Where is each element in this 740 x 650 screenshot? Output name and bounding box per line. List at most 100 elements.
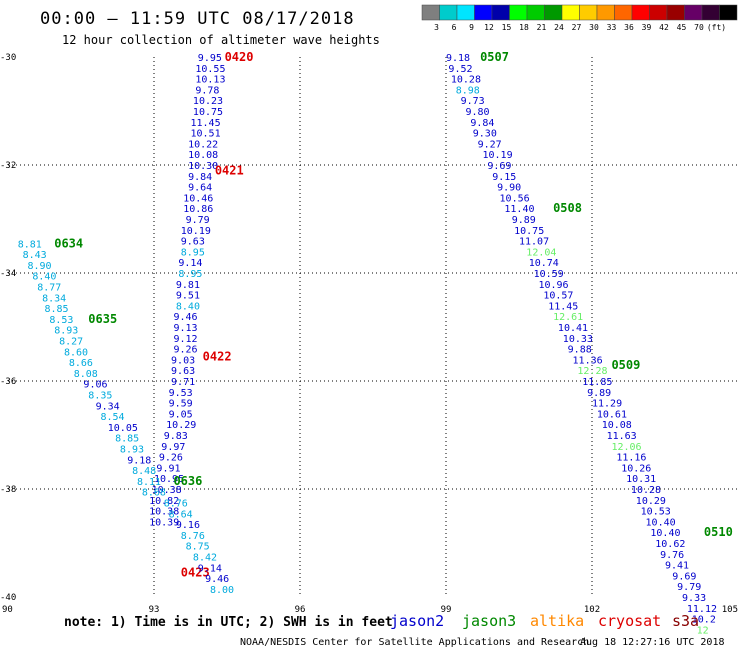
wave-height-value: 9.83 — [164, 431, 188, 442]
footer-note: note: 1) Time is in UTC; 2) SWH is in fe… — [64, 615, 393, 630]
wave-height-value: 8.66 — [69, 358, 93, 369]
wave-height-value: 9.27 — [478, 139, 502, 150]
wave-height-value: 10.28 — [631, 485, 661, 496]
wave-height-value: 9.12 — [173, 334, 197, 345]
wave-height-value: 10.51 — [191, 129, 221, 140]
wave-height-value: 8.77 — [37, 283, 61, 294]
orbit-number: 0510 — [704, 525, 733, 539]
wave-height-value: 9.64 — [188, 183, 212, 194]
wave-height-value: 10.29 — [636, 496, 666, 507]
x-tick-label: 96 — [295, 605, 306, 615]
wave-height-value: 8.95 — [178, 269, 202, 280]
y-tick-label: -40 — [0, 593, 16, 603]
wave-height-value: 10.19 — [483, 150, 513, 161]
wave-height-value: 12.04 — [526, 247, 556, 258]
scale-label: 15 — [502, 23, 512, 32]
wave-height-value: 9.95 — [198, 53, 222, 64]
wave-height-value: 8.08 — [74, 369, 98, 380]
footer-credit: NOAA/NESDIS Center for Satellite Applica… — [240, 637, 589, 648]
orbit-number: 0509 — [611, 358, 640, 372]
wave-height-value: 8.95 — [181, 247, 205, 258]
wave-height-value: 9.73 — [461, 96, 485, 107]
wave-height-value: 8.35 — [88, 391, 112, 402]
orbit-number: 0635 — [88, 312, 117, 326]
wave-height-value: 10.61 — [597, 409, 627, 420]
wave-height-value: 11.45 — [548, 301, 578, 312]
wave-height-value: 9.46 — [173, 312, 197, 323]
wave-height-value: 8.90 — [27, 261, 51, 272]
scale-swatch — [474, 4, 493, 21]
scale-swatch — [649, 4, 668, 21]
wave-height-value: 9.53 — [169, 388, 193, 399]
footer-timestamp: Aug 18 12:27:16 UTC 2018 — [580, 637, 725, 648]
wave-height-value: 9.91 — [156, 463, 180, 474]
wave-height-value: 10.41 — [558, 323, 588, 334]
wave-height-value: 10.29 — [166, 420, 196, 431]
wave-height-value: 11.45 — [191, 118, 221, 129]
scale-label: 27 — [572, 23, 582, 32]
scale-label: 70 — [694, 23, 704, 32]
wave-height-labels: 9.9510.5510.139.7810.2310.7511.4510.5110… — [18, 50, 733, 636]
scale-swatch — [719, 4, 738, 21]
wave-height-value: 11.85 — [582, 377, 612, 388]
wave-height-value: 10.62 — [655, 539, 685, 550]
scale-swatch — [509, 4, 528, 21]
wave-height-value: 9.80 — [465, 107, 489, 118]
y-tick-label: -30 — [0, 53, 16, 63]
track-jason3: 8.818.438.908.408.778.348.858.538.938.27… — [18, 236, 234, 596]
wave-height-value: 10.26 — [621, 463, 651, 474]
wave-height-value: 9.06 — [83, 380, 107, 391]
legend-jason2: jason2 — [390, 612, 444, 630]
scale-swatch — [421, 4, 440, 21]
scale-swatch — [439, 4, 458, 21]
wave-height-value: 9.69 — [487, 161, 511, 172]
wave-height-value: 12.28 — [577, 366, 607, 377]
scale-swatch — [456, 4, 475, 21]
scale-swatch — [684, 4, 703, 21]
wave-height-value: 9.63 — [181, 237, 205, 248]
scale-swatch — [579, 4, 598, 21]
wave-height-value: 8.48 — [132, 466, 156, 477]
scale-label: 3 — [434, 23, 439, 32]
wave-height-value: 10.30 — [188, 161, 218, 172]
x-tick-label: 93 — [149, 605, 160, 615]
wave-height-value: 10.40 — [650, 528, 680, 539]
wave-height-value: 9.18 — [446, 53, 470, 64]
wave-height-value: 9.71 — [171, 377, 195, 388]
wave-height-value: 9.03 — [171, 355, 195, 366]
scale-swatch — [701, 4, 720, 21]
scale-label: 33 — [607, 23, 617, 32]
wave-height-value: 12 — [697, 625, 709, 636]
wave-height-value: 11.63 — [607, 431, 637, 442]
wave-height-value: 9.63 — [171, 366, 195, 377]
scale-swatch — [526, 4, 545, 21]
wave-height-value: 9.69 — [672, 571, 696, 582]
x-tick-label: 90 — [2, 605, 13, 615]
scale-label: 21 — [537, 23, 547, 32]
wave-height-value: 9.16 — [176, 520, 200, 531]
legend-jason3: jason3 — [462, 612, 516, 630]
wave-height-value: 9.14 — [178, 258, 202, 269]
scale-swatch — [596, 4, 615, 21]
scale-swatch — [666, 4, 685, 21]
wave-height-value: 9.90 — [497, 183, 521, 194]
scale-label: 42 — [659, 23, 669, 32]
wave-height-value: 8.64 — [169, 509, 193, 520]
wave-height-value: 9.97 — [161, 442, 185, 453]
wave-height-value: 10.59 — [534, 269, 564, 280]
wave-height-value: 11.12 — [687, 604, 717, 615]
y-tick-label: -34 — [0, 269, 16, 279]
wave-height-value: 10.95 — [154, 474, 184, 485]
y-axis-ticks: -30 -32 -34 -36 -38 -40 — [0, 53, 16, 603]
wave-height-value: 9.13 — [173, 323, 197, 334]
wave-height-value: 8.00 — [210, 585, 234, 596]
wave-height-value: 9.88 — [568, 345, 592, 356]
y-tick-label: -32 — [0, 161, 16, 171]
wave-height-value: 9.84 — [188, 172, 212, 183]
wave-height-value: 8.68 — [142, 488, 166, 499]
wave-height-value: 10.40 — [646, 517, 676, 528]
wave-height-value: 8.76 — [164, 499, 188, 510]
wave-height-value: 9.26 — [159, 453, 183, 464]
wave-height-value: 10.86 — [183, 204, 213, 215]
